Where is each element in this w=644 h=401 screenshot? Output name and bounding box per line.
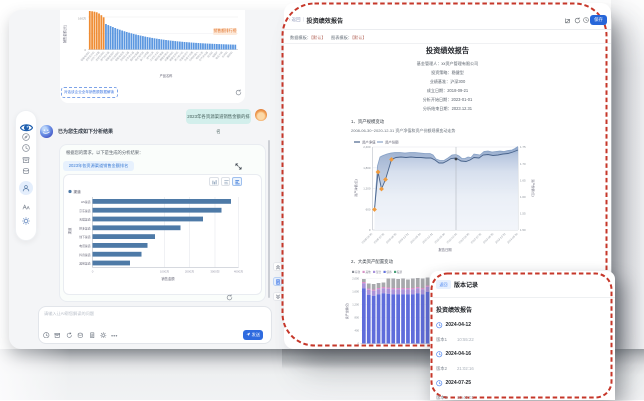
svg-text:京东渠道: 京东渠道 bbox=[79, 209, 90, 213]
svg-text:资产净值: 资产净值 bbox=[362, 140, 376, 145]
svg-text:存款: 存款 bbox=[355, 270, 361, 274]
svg-text:反渗净水器: 反渗净水器 bbox=[124, 50, 135, 62]
svg-text:1,200: 1,200 bbox=[352, 303, 359, 307]
svg-text:燃气灶具: 燃气灶具 bbox=[145, 50, 155, 60]
svg-text:挂烫机: 挂烫机 bbox=[206, 50, 214, 58]
svg-text:电热水壶: 电热水壶 bbox=[195, 50, 205, 60]
svg-text:3000万: 3000万 bbox=[210, 270, 219, 274]
svg-text:2009-06-30: 2009-06-30 bbox=[385, 232, 398, 245]
svg-text:1.55: 1.55 bbox=[520, 212, 526, 216]
svg-text:1.60: 1.60 bbox=[520, 195, 526, 199]
svg-text:1.70: 1.70 bbox=[520, 162, 526, 166]
svg-text:扫地机器人: 扫地机器人 bbox=[188, 50, 199, 62]
svg-text:0: 0 bbox=[369, 228, 371, 232]
svg-text:600: 600 bbox=[366, 207, 371, 211]
svg-text:2,400: 2,400 bbox=[363, 145, 371, 149]
svg-text:酸奶机: 酸奶机 bbox=[226, 50, 234, 58]
svg-text:线下渠道: 线下渠道 bbox=[79, 235, 90, 239]
svg-text:800: 800 bbox=[355, 316, 360, 320]
svg-text:2009-12-31: 2009-12-31 bbox=[397, 232, 410, 245]
svg-text:2011-12-31: 2011-12-31 bbox=[446, 232, 459, 245]
svg-text:1.65: 1.65 bbox=[520, 178, 526, 182]
svg-text:渠道: 渠道 bbox=[67, 227, 72, 234]
svg-text:塔式电风扇: 塔式电风扇 bbox=[134, 50, 145, 62]
svg-text:2012-12-31: 2012-12-31 bbox=[470, 232, 483, 245]
svg-text:抖音渠道: 抖音渠道 bbox=[79, 253, 90, 257]
svg-text:混合: 混合 bbox=[376, 270, 382, 274]
svg-text:渠道: 渠道 bbox=[74, 189, 82, 194]
svg-text:超声加湿器: 超声加湿器 bbox=[129, 50, 140, 62]
svg-text:空气净化器: 空气净化器 bbox=[198, 50, 209, 62]
svg-text:0: 0 bbox=[92, 270, 94, 274]
svg-text:1,200: 1,200 bbox=[363, 187, 371, 191]
svg-text:拼多渠道: 拼多渠道 bbox=[79, 226, 90, 230]
svg-text:2011-06-30: 2011-06-30 bbox=[433, 232, 446, 245]
svg-text:胶囊咖啡机: 胶囊咖啡机 bbox=[163, 50, 174, 62]
svg-text:颈椎按摩仪: 颈椎按摩仪 bbox=[158, 50, 169, 62]
svg-text:1,800: 1,800 bbox=[363, 166, 371, 170]
svg-text:产品名称: 产品名称 bbox=[160, 73, 174, 78]
svg-text:资产金额(亿): 资产金额(亿) bbox=[344, 303, 349, 319]
svg-text:天猫渠道: 天猫渠道 bbox=[79, 218, 90, 222]
svg-text:0: 0 bbox=[358, 342, 360, 346]
svg-text:负离子风筒: 负离子风筒 bbox=[183, 50, 194, 62]
svg-text:股票: 股票 bbox=[397, 270, 403, 274]
svg-text:400: 400 bbox=[355, 329, 360, 333]
svg-text:其他: 其他 bbox=[366, 270, 372, 274]
svg-text:电压力锅: 电压力锅 bbox=[214, 50, 224, 60]
svg-text:欧式油烟机: 欧式油烟机 bbox=[109, 50, 120, 62]
svg-text:报告日期: 报告日期 bbox=[438, 247, 452, 252]
svg-text:160万: 160万 bbox=[78, 17, 86, 21]
svg-text:0: 0 bbox=[84, 48, 86, 52]
svg-text:破壁豆浆机: 破壁豆浆机 bbox=[168, 50, 179, 62]
svg-text:资产份额: 资产份额 bbox=[385, 140, 399, 145]
svg-text:电磁炉: 电磁炉 bbox=[211, 50, 219, 58]
svg-text:往复剃须刀: 往复剃须刀 bbox=[178, 50, 189, 62]
svg-text:2013-06-30: 2013-06-30 bbox=[482, 232, 495, 245]
svg-text:2,000: 2,000 bbox=[352, 277, 359, 281]
svg-text:资产份额(亿): 资产份额(亿) bbox=[531, 179, 536, 197]
svg-text:2010-12-31: 2010-12-31 bbox=[421, 232, 434, 245]
svg-text:原汁榨汁机: 原汁榨汁机 bbox=[173, 50, 184, 62]
svg-text:2010-06-30: 2010-06-30 bbox=[409, 232, 422, 245]
svg-text:立式饮水机: 立式饮水机 bbox=[149, 50, 160, 62]
svg-text:1.75: 1.75 bbox=[520, 145, 526, 149]
svg-text:无线吸尘器: 无线吸尘器 bbox=[119, 50, 130, 62]
svg-text:销售金额: 销售金额 bbox=[161, 276, 175, 281]
svg-text:其他渠道: 其他渠道 bbox=[79, 262, 90, 266]
svg-text:2013-12-31: 2013-12-31 bbox=[494, 232, 507, 245]
svg-text:智能电饭煲: 智能电饭煲 bbox=[114, 50, 125, 62]
svg-text:2012-06-30: 2012-06-30 bbox=[458, 232, 471, 245]
svg-text:1,600: 1,600 bbox=[352, 290, 359, 294]
svg-text:智能电视机: 智能电视机 bbox=[80, 50, 91, 62]
svg-text:变频洗衣机: 变频洗衣机 bbox=[84, 50, 95, 62]
svg-text:HS渠道: HS渠道 bbox=[81, 200, 91, 204]
svg-text:2000万: 2000万 bbox=[185, 270, 194, 274]
svg-text:电话渠道: 电话渠道 bbox=[79, 244, 90, 248]
svg-text:1.50: 1.50 bbox=[520, 228, 526, 232]
svg-text:暖风取暖器: 暖风取暖器 bbox=[153, 50, 164, 62]
svg-text:资产净值(亿): 资产净值(亿) bbox=[353, 179, 358, 197]
svg-text:债券: 债券 bbox=[387, 270, 393, 274]
svg-text:嵌入式烤箱: 嵌入式烤箱 bbox=[139, 50, 150, 62]
svg-text:4000万: 4000万 bbox=[234, 270, 243, 274]
svg-text:2014-06-30: 2014-06-30 bbox=[506, 232, 519, 245]
svg-text:绞肉机: 绞肉机 bbox=[221, 50, 229, 58]
svg-text:智能微波炉: 智能微波炉 bbox=[104, 50, 115, 62]
svg-text:2008-06-30: 2008-06-30 bbox=[361, 232, 374, 245]
svg-text:燃气热水器: 燃气热水器 bbox=[99, 50, 110, 62]
svg-text:销售金额(元): 销售金额(元) bbox=[62, 25, 67, 43]
svg-text:变频空调机: 变频空调机 bbox=[94, 50, 105, 62]
svg-text:2008-12-31: 2008-12-31 bbox=[373, 232, 386, 245]
svg-text:对开门冰箱: 对开门冰箱 bbox=[89, 50, 100, 62]
svg-text:1000万: 1000万 bbox=[160, 270, 169, 274]
